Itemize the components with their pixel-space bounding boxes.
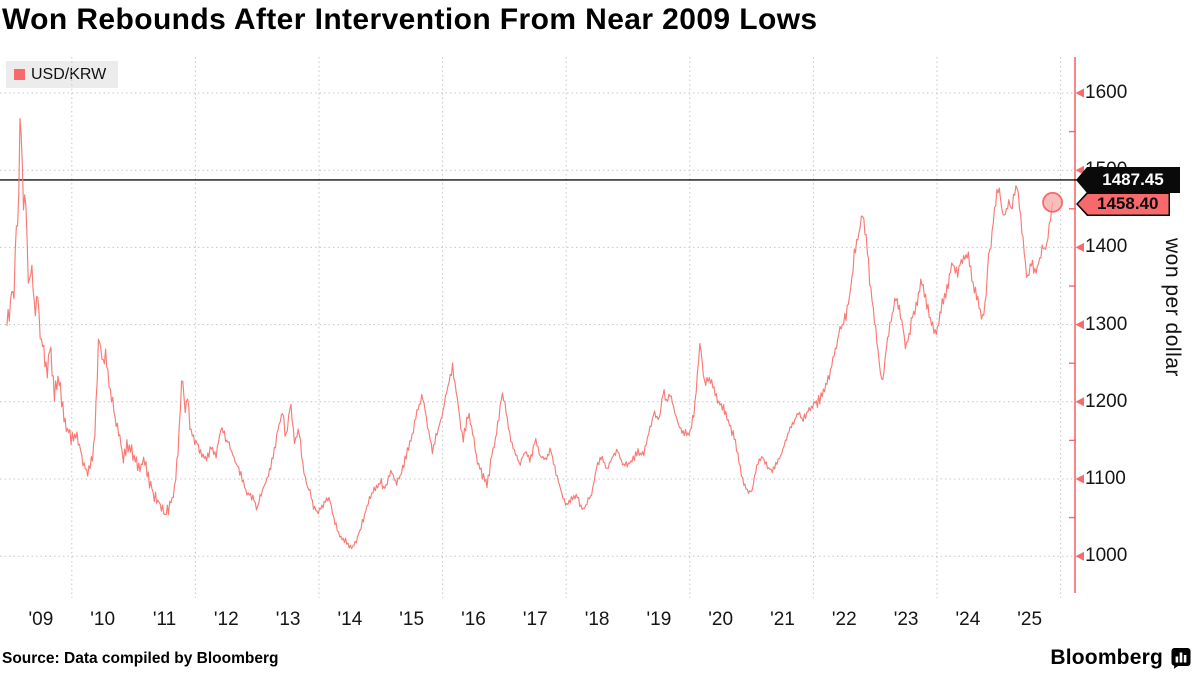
y-tick-label: 1600 xyxy=(1085,82,1128,103)
x-tick-label: '11 xyxy=(152,609,177,630)
x-tick-label: '24 xyxy=(955,609,981,630)
x-tick-label: '17 xyxy=(522,609,548,630)
legend-label: USD/KRW xyxy=(31,65,107,83)
y-major-tick-arrow xyxy=(1075,165,1084,175)
x-tick-label: '21 xyxy=(770,609,795,630)
y-axis-title: won per dollar xyxy=(1161,238,1184,377)
x-tick-label: '20 xyxy=(708,609,734,630)
x-tick-label: '12 xyxy=(213,609,239,630)
y-tick-label: 1200 xyxy=(1085,390,1128,412)
last-point-marker xyxy=(1042,191,1063,213)
chart-title: Won Rebounds After Intervention From Nea… xyxy=(2,3,818,36)
last-price-tag: 1458.40 xyxy=(1076,192,1170,216)
x-tick-label: '16 xyxy=(461,609,486,630)
y-tick-label: 1400 xyxy=(1085,236,1128,258)
x-tick-label: '10 xyxy=(90,609,116,630)
x-tick-label: '22 xyxy=(831,609,857,630)
legend-swatch-icon xyxy=(14,69,25,80)
usdkrw-line xyxy=(6,117,1054,550)
bloomberg-branding: Bloomberg xyxy=(1050,646,1192,670)
y-major-tick-arrow xyxy=(1075,242,1084,252)
last-price-tag-value: 1458.40 xyxy=(1078,193,1169,215)
y-tick-label: 1000 xyxy=(1085,545,1128,567)
x-tick-label: '14 xyxy=(337,609,363,630)
x-tick-label: '13 xyxy=(275,609,301,630)
x-tick-label: '09 xyxy=(28,609,54,630)
y-major-tick-arrow xyxy=(1075,474,1084,484)
y-tick-label: 1300 xyxy=(1085,313,1128,335)
source-note: Source: Data compiled by Bloomberg xyxy=(2,650,279,667)
y-major-tick-arrow xyxy=(1075,320,1084,330)
x-tick-label: '18 xyxy=(584,609,610,630)
y-major-tick-arrow xyxy=(1075,551,1084,561)
x-tick-label: '23 xyxy=(893,609,919,630)
bloomberg-wordmark: Bloomberg xyxy=(1050,646,1163,669)
bloomberg-bars-icon xyxy=(1171,648,1191,669)
x-tick-label: '15 xyxy=(399,609,425,630)
legend: USD/KRW xyxy=(6,61,119,88)
x-tick-label: '19 xyxy=(646,609,672,630)
ref-line-price-tag: 1487.45 xyxy=(1076,167,1180,193)
x-tick-label: '25 xyxy=(1017,609,1043,630)
y-major-tick-arrow xyxy=(1075,397,1084,407)
y-tick-label: 1100 xyxy=(1085,468,1126,489)
y-major-tick-arrow xyxy=(1075,88,1084,98)
